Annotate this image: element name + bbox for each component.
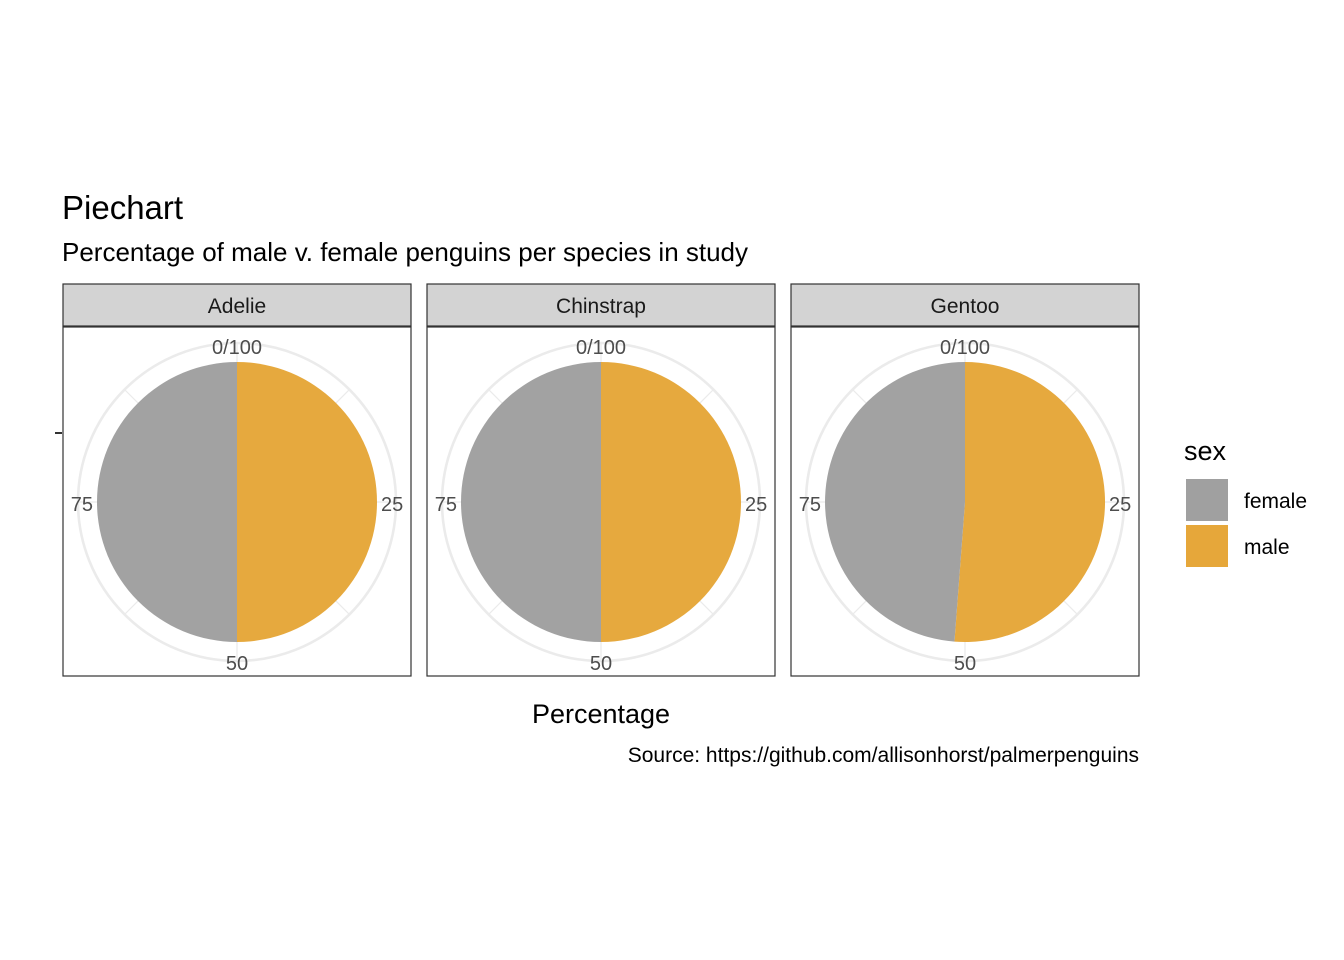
theta-tick-label: 25	[1109, 494, 1131, 516]
chart-subtitle: Percentage of male v. female penguins pe…	[62, 237, 748, 267]
facet-strip-label: Adelie	[208, 295, 266, 318]
pie-slice-female	[97, 362, 237, 642]
theta-tick-label: 50	[226, 653, 248, 675]
facet-strip	[790, 283, 1140, 327]
theta-tick-label: 0/100	[940, 337, 990, 359]
theta-tick-label: 0/100	[576, 337, 626, 359]
legend-label-female: female	[1244, 490, 1307, 513]
theta-tick-label: 0/100	[212, 337, 262, 359]
facet-panels: Adelie0/100255075Chinstrap0/100255075Gen…	[62, 283, 1140, 677]
legend-label-male: male	[1244, 536, 1290, 559]
facet-strip	[426, 283, 776, 327]
pie-slice-male	[601, 362, 741, 642]
legend-key-female	[1186, 479, 1228, 521]
theta-tick-label: 75	[799, 494, 821, 516]
legend-key-male	[1186, 525, 1228, 567]
polar-grid-outer-ring	[804, 341, 1126, 663]
theta-tick-label: 25	[745, 494, 767, 516]
chart-caption: Source: https://github.com/allisonhorst/…	[628, 744, 1139, 767]
facet-strip-label: Gentoo	[931, 295, 1000, 318]
legend-title: sex	[1184, 436, 1227, 466]
polar-grid-outer-ring	[440, 341, 762, 663]
theta-tick-label: 25	[381, 494, 403, 516]
pie-slice-male	[954, 362, 1106, 642]
pie-slice-female	[461, 362, 601, 642]
legend: sex female male	[1184, 436, 1307, 567]
theta-tick-label: 75	[71, 494, 93, 516]
pie-slice-female	[825, 362, 965, 642]
facet-strip-label: Chinstrap	[556, 295, 646, 318]
theta-tick-label: 50	[954, 653, 976, 675]
pie-slice-male	[237, 362, 377, 642]
theta-tick-label: 50	[590, 653, 612, 675]
polar-grid-outer-ring	[76, 341, 398, 663]
x-axis-title: Percentage	[532, 699, 670, 729]
facet-chinstrap: Chinstrap 0/100 25 50 75	[426, 283, 776, 677]
facet-adelie: Adelie 0/100 25 50 75	[62, 283, 412, 677]
facet-gentoo: Gentoo 0/100 25 50 75	[790, 283, 1140, 677]
facet-strip	[62, 283, 412, 327]
theta-tick-label: 75	[435, 494, 457, 516]
chart-title: Piechart	[62, 189, 183, 226]
